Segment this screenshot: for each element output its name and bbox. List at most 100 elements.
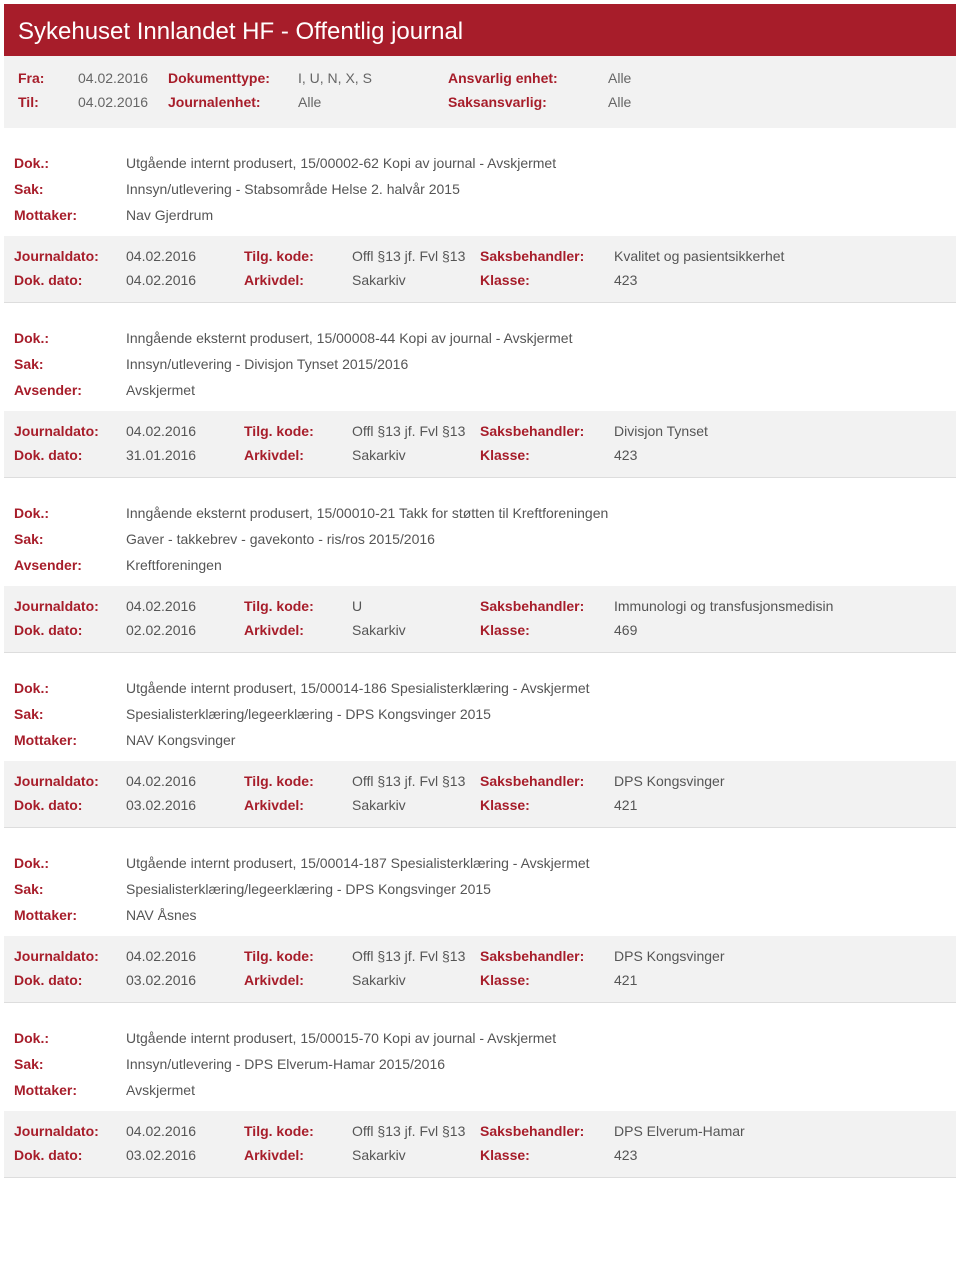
saksbehandler-value: DPS Kongsvinger [614,948,725,964]
saksbehandler-label: Saksbehandler: [480,248,614,264]
arkivdel-label: Arkivdel: [244,972,352,988]
tilgkode-label: Tilg. kode: [244,1123,352,1139]
party-label: Mottaker: [14,1082,126,1098]
dok-label: Dok.: [14,505,126,521]
arkivdel-label: Arkivdel: [244,272,352,288]
dokdato-value: 03.02.2016 [126,972,244,988]
klasse-label: Klasse: [480,797,614,813]
tilgkode-label: Tilg. kode: [244,948,352,964]
klasse-label: Klasse: [480,622,614,638]
saksbehandler-value: Divisjon Tynset [614,423,708,439]
saksbehandler-value: Immunologi og transfusjonsmedisin [614,598,833,614]
sak-value: Gaver - takkebrev - gavekonto - ris/ros … [126,531,435,547]
dok-label: Dok.: [14,1030,126,1046]
journaldato-value: 04.02.2016 [126,948,244,964]
party-label: Mottaker: [14,732,126,748]
sak-value: Spesialisterklæring/legeerklæring - DPS … [126,706,491,722]
party-label: Avsender: [14,557,126,573]
dokdato-label: Dok. dato: [14,622,126,638]
dokdato-label: Dok. dato: [14,1147,126,1163]
sak-value: Innsyn/utlevering - DPS Elverum-Hamar 20… [126,1056,445,1072]
page-title: Sykehuset Innlandet HF - Offentlig journ… [4,4,956,56]
filter-ansvarlig-label: Ansvarlig enhet: [448,70,608,86]
arkivdel-label: Arkivdel: [244,797,352,813]
tilgkode-label: Tilg. kode: [244,773,352,789]
arkivdel-value: Sakarkiv [352,272,480,288]
journal-record: Dok.:Inngående eksternt produsert, 15/00… [4,496,956,653]
tilgkode-value: Offl §13 jf. Fvl §13 [352,423,480,439]
filter-doktype-label: Dokumenttype: [168,70,298,86]
journaldato-label: Journaldato: [14,948,126,964]
dok-label: Dok.: [14,680,126,696]
arkivdel-value: Sakarkiv [352,972,480,988]
arkivdel-label: Arkivdel: [244,1147,352,1163]
party-value: Nav Gjerdrum [126,207,213,223]
filter-journalenhet-label: Journalenhet: [168,94,298,110]
saksbehandler-value: Kvalitet og pasientsikkerhet [614,248,784,264]
tilgkode-value: Offl §13 jf. Fvl §13 [352,1123,480,1139]
tilgkode-label: Tilg. kode: [244,598,352,614]
filter-til-label: Til: [18,94,78,110]
tilgkode-value: Offl §13 jf. Fvl §13 [352,948,480,964]
klasse-label: Klasse: [480,972,614,988]
sak-value: Innsyn/utlevering - Divisjon Tynset 2015… [126,356,408,372]
journal-record: Dok.:Utgående internt produsert, 15/0001… [4,671,956,828]
sak-value: Innsyn/utlevering - Stabsområde Helse 2.… [126,181,460,197]
journaldato-value: 04.02.2016 [126,1123,244,1139]
party-value: Kreftforeningen [126,557,222,573]
sak-label: Sak: [14,181,126,197]
filter-doktype-value: I, U, N, X, S [298,70,448,86]
party-value: NAV Åsnes [126,907,197,923]
journaldato-value: 04.02.2016 [126,423,244,439]
filter-row: Fra: 04.02.2016 Dokumenttype: I, U, N, X… [18,66,942,90]
journaldato-label: Journaldato: [14,1123,126,1139]
dokdato-value: 03.02.2016 [126,1147,244,1163]
arkivdel-value: Sakarkiv [352,1147,480,1163]
party-label: Mottaker: [14,907,126,923]
saksbehandler-label: Saksbehandler: [480,773,614,789]
arkivdel-label: Arkivdel: [244,622,352,638]
klasse-value: 423 [614,1147,637,1163]
dok-value: Utgående internt produsert, 15/00015-70 … [126,1030,556,1046]
klasse-value: 469 [614,622,637,638]
sak-value: Spesialisterklæring/legeerklæring - DPS … [126,881,491,897]
saksbehandler-value: DPS Elverum-Hamar [614,1123,745,1139]
saksbehandler-value: DPS Kongsvinger [614,773,725,789]
filter-saksansvarlig-label: Saksansvarlig: [448,94,608,110]
journaldato-label: Journaldato: [14,773,126,789]
klasse-label: Klasse: [480,272,614,288]
filter-fra-label: Fra: [18,70,78,86]
party-value: Avskjermet [126,382,195,398]
tilgkode-value: U [352,598,480,614]
sak-label: Sak: [14,356,126,372]
journal-record: Dok.:Inngående eksternt produsert, 15/00… [4,321,956,478]
klasse-value: 423 [614,272,637,288]
filter-saksansvarlig-value: Alle [608,94,631,110]
dok-value: Utgående internt produsert, 15/00014-187… [126,855,590,871]
filter-ansvarlig-value: Alle [608,70,631,86]
klasse-label: Klasse: [480,447,614,463]
saksbehandler-label: Saksbehandler: [480,1123,614,1139]
party-value: Avskjermet [126,1082,195,1098]
dokdato-value: 02.02.2016 [126,622,244,638]
filter-journalenhet-value: Alle [298,94,448,110]
saksbehandler-label: Saksbehandler: [480,948,614,964]
party-label: Mottaker: [14,207,126,223]
sak-label: Sak: [14,1056,126,1072]
filter-bar: Fra: 04.02.2016 Dokumenttype: I, U, N, X… [4,56,956,128]
sak-label: Sak: [14,706,126,722]
dokdato-label: Dok. dato: [14,797,126,813]
journal-record: Dok.:Utgående internt produsert, 15/0001… [4,846,956,1003]
journal-record: Dok.:Utgående internt produsert, 15/0000… [4,146,956,303]
arkivdel-value: Sakarkiv [352,622,480,638]
arkivdel-value: Sakarkiv [352,797,480,813]
saksbehandler-label: Saksbehandler: [480,598,614,614]
klasse-value: 421 [614,797,637,813]
dokdato-label: Dok. dato: [14,447,126,463]
party-value: NAV Kongsvinger [126,732,235,748]
dokdato-value: 04.02.2016 [126,272,244,288]
journaldato-label: Journaldato: [14,248,126,264]
dok-value: Utgående internt produsert, 15/00014-186… [126,680,590,696]
dokdato-label: Dok. dato: [14,972,126,988]
party-label: Avsender: [14,382,126,398]
